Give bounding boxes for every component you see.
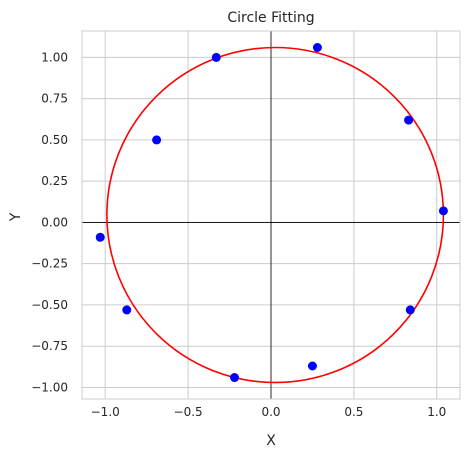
chart-title: Circle Fitting: [227, 10, 314, 26]
x-tick-label: 0.0: [261, 405, 280, 419]
y-tick-label: −0.75: [31, 339, 68, 353]
plot-area: [81, 30, 461, 400]
x-tick-label: −1.0: [91, 405, 120, 419]
x-axis-ticks: −1.0 −0.5 0.0 0.5 1.0: [91, 405, 447, 419]
data-point: [95, 232, 105, 242]
y-tick-label: 1.00: [41, 50, 68, 64]
y-axis-label: Y: [8, 212, 24, 222]
y-tick-label: −1.00: [31, 380, 68, 394]
data-point: [438, 206, 448, 216]
data-point: [122, 305, 132, 315]
y-tick-label: −0.25: [31, 257, 68, 271]
x-axis-label: X: [266, 433, 276, 449]
y-tick-label: −0.50: [31, 298, 68, 312]
data-point: [307, 361, 317, 371]
x-tick-label: 1.0: [427, 405, 446, 419]
data-points: [95, 43, 448, 383]
y-tick-label: 0.25: [41, 174, 68, 188]
x-tick-label: −0.5: [174, 405, 203, 419]
data-point: [312, 43, 322, 53]
data-point: [211, 52, 221, 62]
y-axis-ticks: −1.00 −0.75 −0.50 −0.25 0.00 0.25 0.50 0.75 1.00: [31, 50, 68, 394]
data-point: [405, 305, 415, 315]
y-tick-label: 0.50: [41, 133, 68, 147]
plot-frame: [81, 30, 461, 400]
y-tick-label: 0.75: [41, 92, 68, 106]
x-tick-label: 0.5: [344, 405, 363, 419]
reference-lines: [82, 31, 460, 399]
data-point: [152, 135, 162, 145]
data-point: [404, 115, 414, 125]
data-point: [230, 373, 240, 383]
y-tick-label: 0.00: [41, 215, 68, 229]
